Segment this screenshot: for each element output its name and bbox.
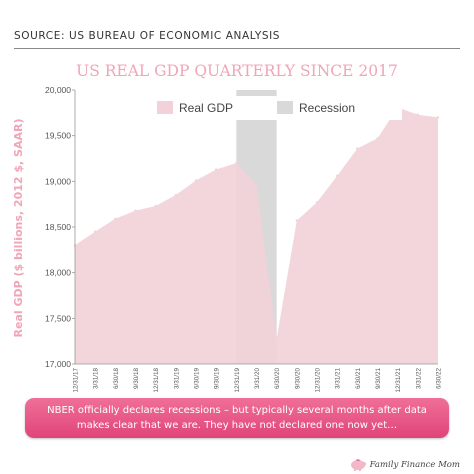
gdp-data-point	[416, 113, 420, 116]
legend-swatch-recession	[277, 101, 293, 114]
y-tick-label: 18,000	[45, 268, 71, 278]
piggy-bank-icon	[350, 459, 366, 471]
y-tick-label: 17,000	[45, 359, 71, 369]
y-axis-label: Real GDP ($ billions, 2012 $, SAAR)	[12, 119, 25, 338]
callout-banner: NBER officially declares recessions – bu…	[25, 398, 449, 438]
x-tick-label: 3/31/22	[415, 368, 422, 390]
x-tick-label: 3/31/21	[335, 368, 342, 390]
x-tick-label: 3/31/19	[173, 368, 180, 390]
x-tick-label: 12/31/21	[395, 368, 402, 393]
x-tick-label: 6/30/21	[355, 368, 362, 390]
y-tick-label: 19,500	[45, 131, 71, 141]
gdp-data-point	[335, 174, 339, 178]
source-label: SOURCE: US BUREAU OF ECONOMIC ANALYSIS	[14, 30, 281, 42]
gdp-data-point	[174, 193, 178, 197]
x-tick-label: 12/31/17	[73, 368, 80, 393]
brand-name: Family Finance Mom	[369, 459, 460, 470]
x-tick-label: 9/30/19	[214, 368, 221, 390]
gdp-data-point	[356, 147, 359, 150]
x-tick-label: 3/31/20	[254, 368, 261, 390]
brand-mark: Family Finance Mom	[349, 458, 460, 471]
x-tick-label: 6/30/20	[274, 368, 281, 390]
callout-text: NBER officially declares recessions – bu…	[47, 405, 427, 431]
x-tick-label: 9/30/20	[294, 368, 301, 390]
x-tick-label: 9/30/21	[375, 368, 382, 390]
gdp-data-point	[235, 161, 238, 165]
gdp-data-point	[194, 179, 198, 182]
legend-box	[97, 96, 402, 120]
legend-label-recession: Recession	[299, 101, 355, 115]
gdp-data-point	[114, 217, 117, 220]
gdp-data-point	[214, 168, 218, 171]
gdp-data-point	[295, 219, 299, 222]
gdp-data-point	[315, 201, 319, 204]
legend-label-gdp: Real GDP	[179, 101, 233, 115]
gdp-data-point	[436, 116, 440, 119]
gdp-area-series	[75, 107, 438, 365]
gdp-data-point	[93, 230, 97, 233]
y-tick-label: 19,000	[45, 176, 71, 186]
x-tick-label: 12/31/18	[153, 368, 160, 393]
y-tick-label: 17,500	[45, 313, 71, 323]
x-tick-label: 12/31/20	[315, 368, 322, 393]
gdp-data-point	[134, 209, 137, 212]
x-tick-label: 6/30/18	[113, 368, 120, 390]
legend-swatch-gdp	[157, 101, 173, 114]
y-tick-label: 20,000	[45, 85, 71, 95]
gdp-data-point	[275, 337, 278, 340]
gdp-data-point	[255, 183, 258, 187]
x-tick-label: 3/31/18	[93, 368, 100, 390]
gdp-data-point	[154, 204, 157, 208]
x-tick-label: 9/30/18	[133, 368, 140, 390]
x-tick-label: 6/30/22	[436, 368, 443, 390]
x-tick-label: 6/30/19	[194, 368, 201, 390]
x-tick-label: 12/31/19	[234, 368, 241, 393]
y-tick-label: 18,500	[45, 222, 71, 232]
chart-title: US REAL GDP QUARTERLY SINCE 2017	[76, 62, 398, 80]
gdp-data-point	[376, 137, 379, 140]
source-divider	[14, 48, 460, 49]
